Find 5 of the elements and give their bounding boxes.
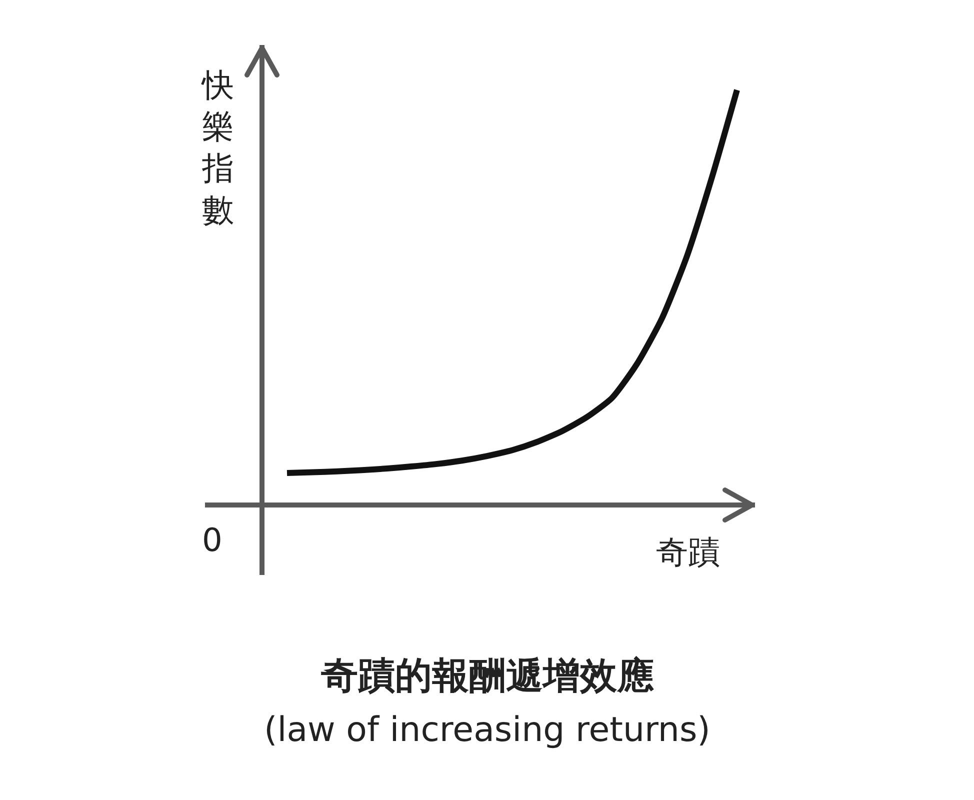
text: (law of increasing returns) (264, 710, 710, 750)
y-axis-title: 快樂指數 (201, 66, 234, 229)
x-axis-title: 奇蹟 (656, 533, 720, 571)
text: 奇蹟的報酬遞增效應 (320, 654, 654, 697)
text: 0 (202, 521, 222, 559)
